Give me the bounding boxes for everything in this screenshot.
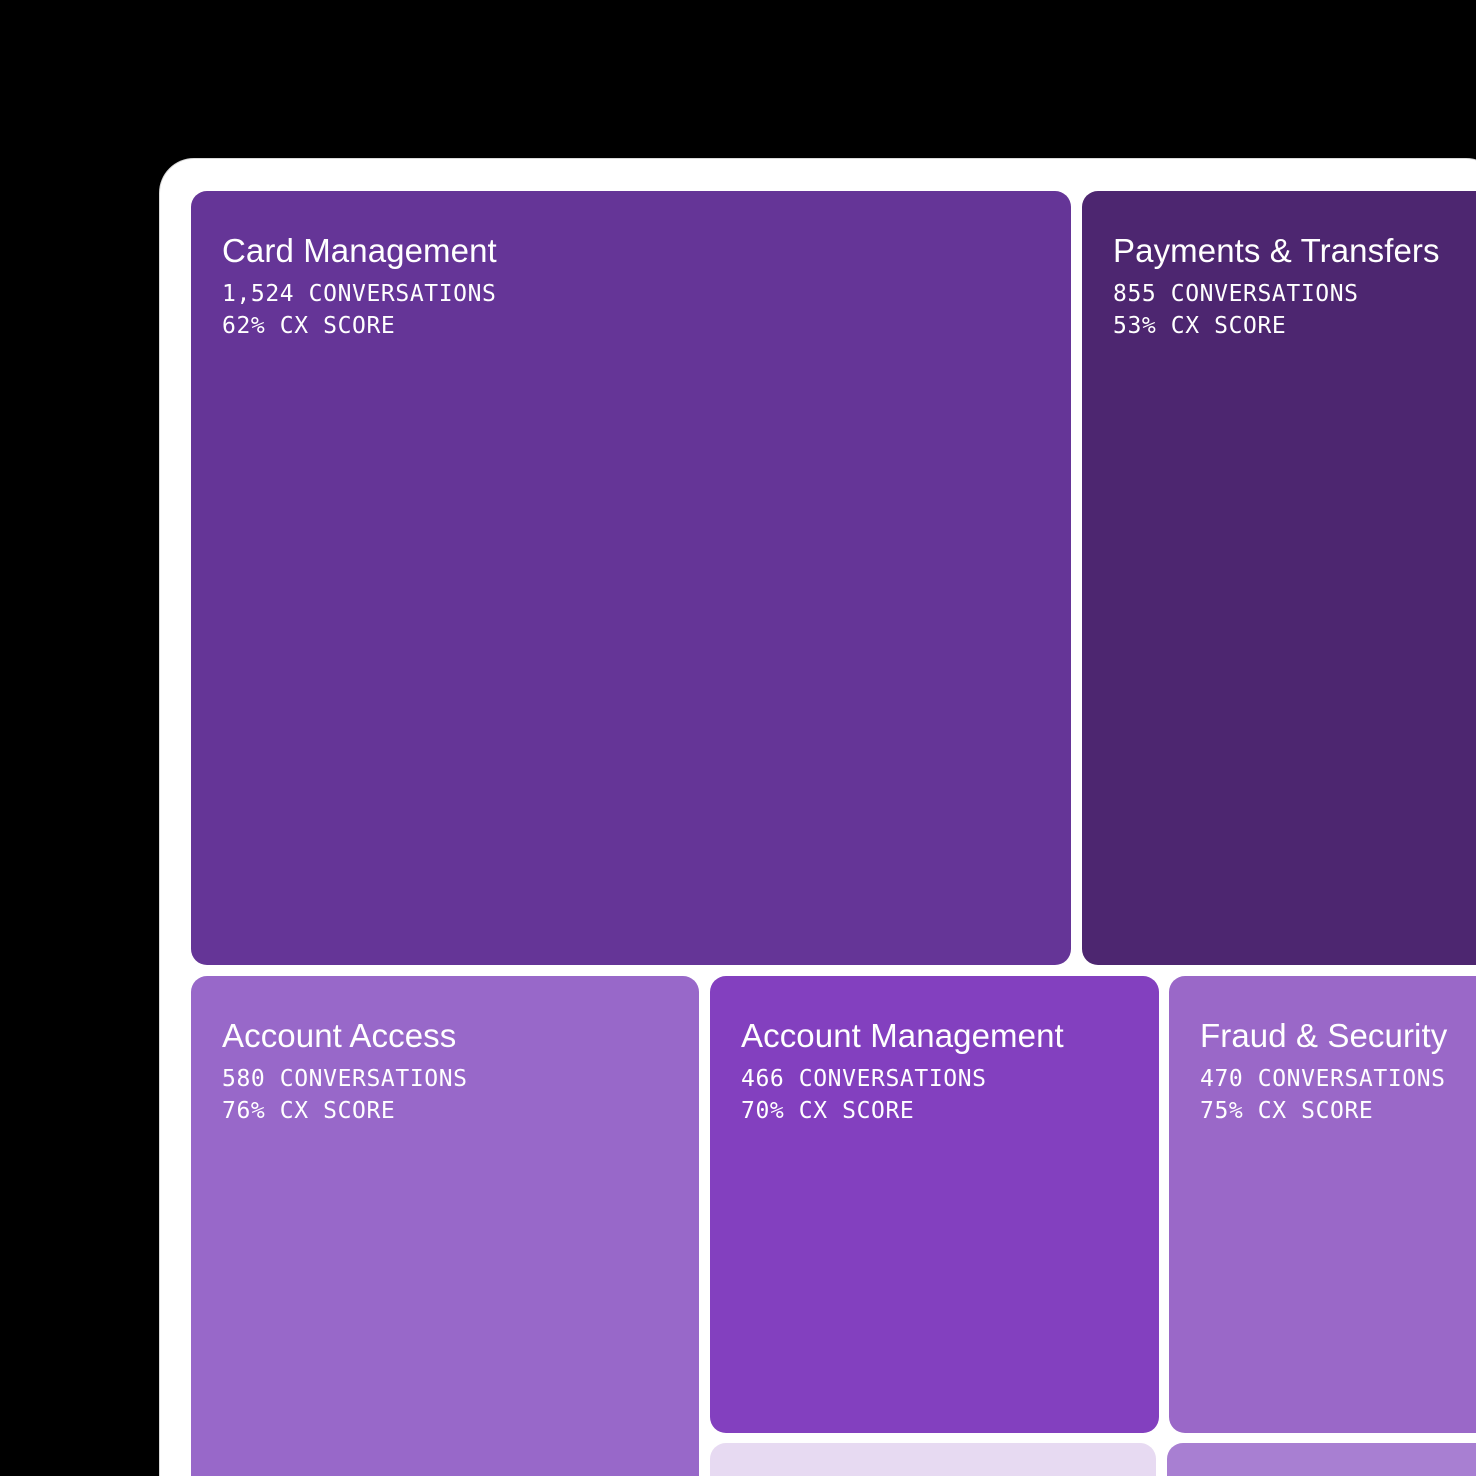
- cx-score: 62% CX SCORE: [222, 313, 396, 339]
- tile-account-management[interactable]: Account Management 466 CONVERSATIONS 70%…: [710, 976, 1159, 1433]
- treemap-panel: Card Management 1,524 CONVERSATIONS 62% …: [160, 159, 1476, 1476]
- tile-stats: 580 CONVERSATIONS 76% CX SCORE: [222, 1063, 699, 1127]
- cx-score: 75% CX SCORE: [1200, 1098, 1374, 1124]
- tile-fraud-security[interactable]: Fraud & Security 470 CONVERSATIONS 75% C…: [1169, 976, 1476, 1433]
- tile-title: Payments & Transfers: [1113, 232, 1440, 269]
- tile-stats: 466 CONVERSATIONS 70% CX SCORE: [741, 1063, 1159, 1127]
- tile-payments-transfers[interactable]: Payments & Transfers 855 CONVERSATIONS 5…: [1082, 191, 1476, 965]
- cx-score: 53% CX SCORE: [1113, 313, 1287, 339]
- conversation-count: 466 CONVERSATIONS: [741, 1066, 987, 1092]
- cx-score: 76% CX SCORE: [222, 1098, 396, 1124]
- tile-title: Card Management: [222, 232, 497, 269]
- conversation-count: 1,524 CONVERSATIONS: [222, 281, 497, 307]
- conversation-count: 470 CONVERSATIONS: [1200, 1066, 1446, 1092]
- tile-account-access[interactable]: Account Access 580 CONVERSATIONS 76% CX …: [191, 976, 699, 1476]
- cx-score: 70% CX SCORE: [741, 1098, 915, 1124]
- tile-card-management[interactable]: Card Management 1,524 CONVERSATIONS 62% …: [191, 191, 1071, 965]
- tile-title: Fraud & Security: [1200, 1017, 1448, 1054]
- tile-stats: 855 CONVERSATIONS 53% CX SCORE: [1113, 278, 1476, 342]
- conversation-count: 580 CONVERSATIONS: [222, 1066, 468, 1092]
- tile-unlabeled-bottom-middle[interactable]: [710, 1443, 1156, 1476]
- tile-title: Account Management: [741, 1017, 1064, 1054]
- tile-unlabeled-bottom-right[interactable]: [1167, 1443, 1476, 1476]
- conversation-count: 855 CONVERSATIONS: [1113, 281, 1359, 307]
- tile-stats: 470 CONVERSATIONS 75% CX SCORE: [1200, 1063, 1476, 1127]
- tile-title: Account Access: [222, 1017, 457, 1054]
- tile-stats: 1,524 CONVERSATIONS 62% CX SCORE: [222, 278, 1071, 342]
